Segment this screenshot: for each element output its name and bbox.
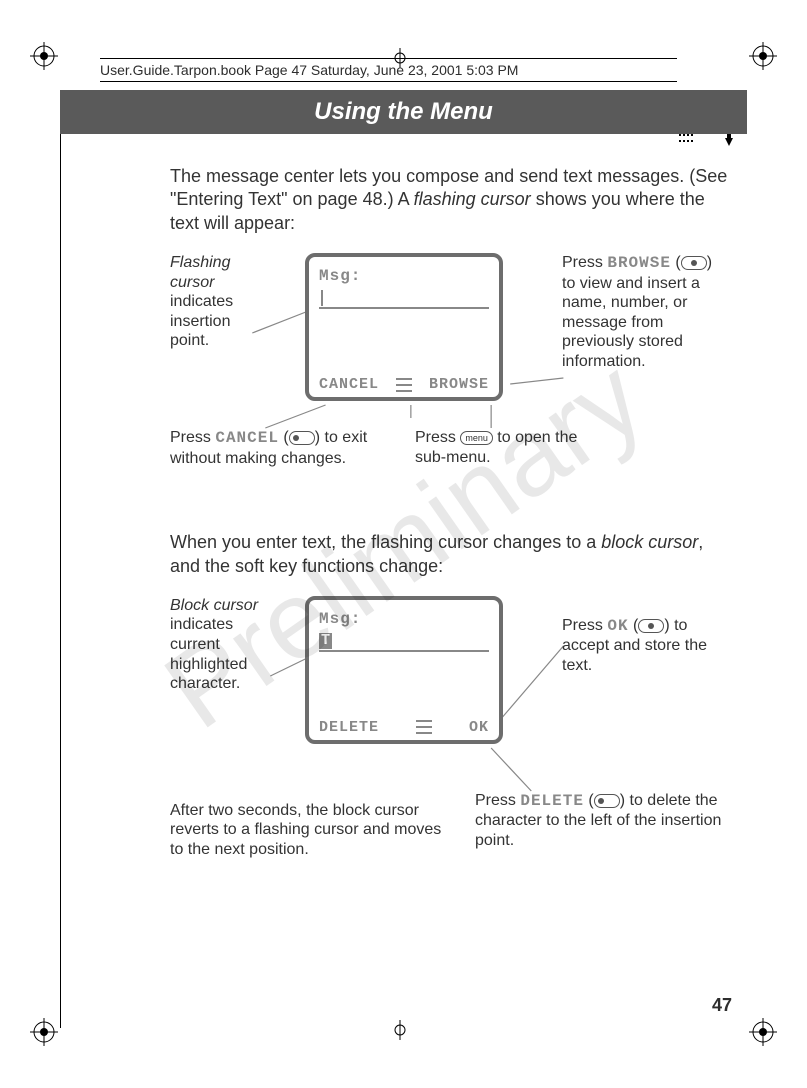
diagram-block-cursor: Block cursor indicates current highlight… [170, 596, 732, 886]
para-block-cursor: When you enter text, the flashing cursor… [170, 531, 732, 578]
callout-cancel: Press CANCEL () to exit without making c… [170, 428, 385, 468]
pill-left-icon [594, 794, 620, 808]
callout-browse: Press BROWSE () to view and insert a nam… [562, 253, 727, 371]
flashing-cursor-icon [321, 290, 323, 306]
page-border [60, 134, 61, 1028]
callout-flashing-cursor: Flashing cursor indicates insertion poin… [170, 253, 265, 351]
phone-screen: Msg: T DELETE OK [305, 596, 503, 744]
menu-icon [396, 378, 412, 392]
crop-tick-icon [390, 1020, 410, 1040]
msg-label: Msg: [319, 610, 489, 628]
softkey-right: OK [469, 719, 489, 736]
msg-input-line [319, 287, 489, 309]
crop-mark-icon [30, 42, 58, 70]
pill-left-icon [289, 431, 315, 445]
msg-label: Msg: [319, 267, 489, 285]
msg-input-line: T [319, 630, 489, 652]
pill-right-icon [681, 256, 707, 270]
callout-block-cursor: Block cursor indicates current highlight… [170, 596, 270, 694]
block-cursor-icon: T [319, 633, 332, 649]
crop-mark-icon [30, 1018, 58, 1046]
pill-right-icon [638, 619, 664, 633]
menu-key-icon: menu [460, 431, 493, 445]
softkey-right: BROWSE [429, 376, 489, 393]
menu-icon [416, 720, 432, 734]
section-title: Using the Menu [314, 98, 493, 126]
page-number: 47 [712, 995, 732, 1016]
crop-mark-icon [749, 42, 777, 70]
section-title-bar: Using the Menu [60, 90, 747, 134]
intro-paragraph: The message center lets you compose and … [170, 165, 732, 235]
crop-mark-icon [749, 1018, 777, 1046]
phone-screen: Msg: CANCEL BROWSE [305, 253, 503, 401]
callout-delete: Press DELETE () to delete the character … [475, 791, 725, 851]
callout-ok: Press OK () to accept and store the text… [562, 616, 722, 676]
softkey-left: DELETE [319, 719, 379, 736]
softkey-left: CANCEL [319, 376, 379, 393]
header-running-text: User.Guide.Tarpon.book Page 47 Saturday,… [100, 58, 677, 82]
diagram-flashing-cursor: Flashing cursor indicates insertion poin… [170, 253, 732, 513]
callout-after: After two seconds, the block cursor reve… [170, 801, 445, 860]
callout-menu: Press menu to open the sub-menu. [415, 428, 585, 467]
